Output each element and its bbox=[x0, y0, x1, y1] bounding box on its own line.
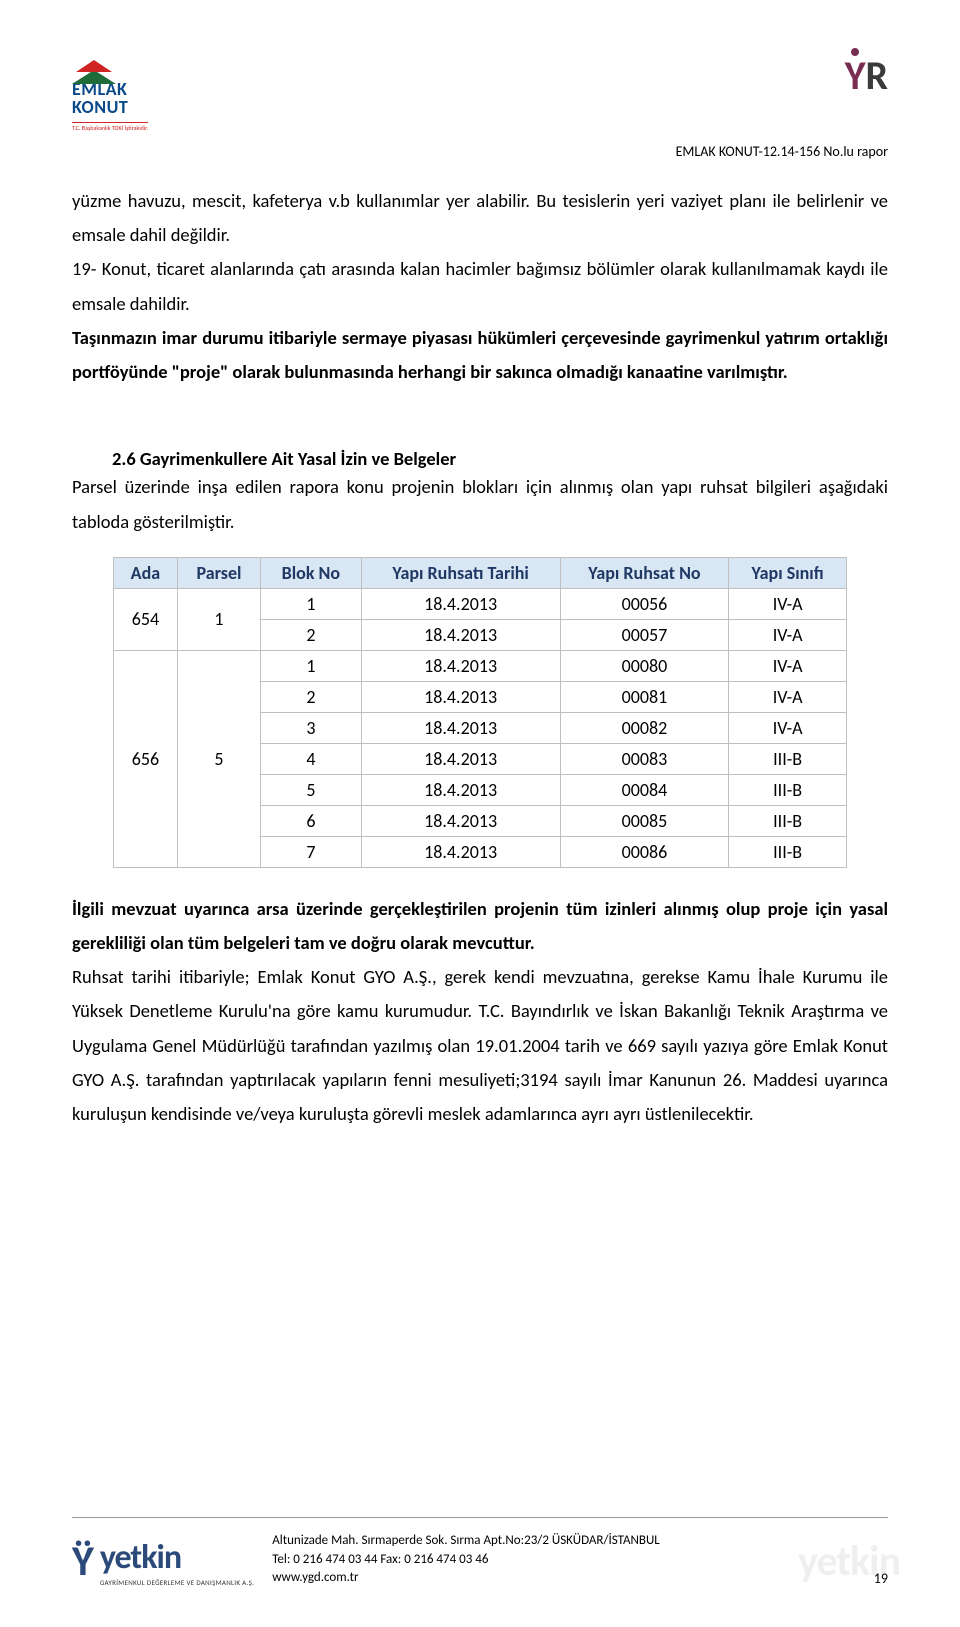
cell-sinif: IV-A bbox=[729, 681, 847, 712]
paragraph-5b: Ruhsat tarihi itibariyle; Emlak Konut GY… bbox=[72, 960, 888, 1131]
footer-contact: Altunizade Mah. Sırmaperde Sok. Sırma Ap… bbox=[272, 1532, 856, 1587]
footer-logo: Ÿ yetkin GAYRİMENKUL DEĞERLEME VE DANIŞM… bbox=[72, 1537, 254, 1587]
cell-sinif: IV-A bbox=[729, 650, 847, 681]
cell-sinif: III-B bbox=[729, 774, 847, 805]
cell-ada: 654 bbox=[114, 588, 178, 650]
cell-sinif: III-B bbox=[729, 805, 847, 836]
cell-tarih: 18.4.2013 bbox=[361, 805, 560, 836]
cell-tarih: 18.4.2013 bbox=[361, 712, 560, 743]
th-parsel: Parsel bbox=[177, 557, 260, 588]
cell-tarih: 18.4.2013 bbox=[361, 774, 560, 805]
cell-ada: 656 bbox=[114, 650, 178, 867]
cell-blok: 5 bbox=[261, 774, 361, 805]
cell-tarih: 18.4.2013 bbox=[361, 619, 560, 650]
cell-no: 00057 bbox=[560, 619, 729, 650]
cell-no: 00086 bbox=[560, 836, 729, 867]
cell-blok: 1 bbox=[261, 650, 361, 681]
cell-no: 00084 bbox=[560, 774, 729, 805]
page-header: EMLAK KONUT T.C. Başbakanlık TOKİ İştira… bbox=[72, 60, 888, 135]
cell-blok: 6 bbox=[261, 805, 361, 836]
paragraph-2: 19- Konut, ticaret alanlarında çatı aras… bbox=[72, 252, 888, 320]
table-row: 6541118.4.201300056IV-A bbox=[114, 588, 847, 619]
footer-web: www.ygd.com.tr bbox=[272, 1569, 856, 1587]
cell-no: 00081 bbox=[560, 681, 729, 712]
cell-tarih: 18.4.2013 bbox=[361, 836, 560, 867]
cell-blok: 3 bbox=[261, 712, 361, 743]
cell-tarih: 18.4.2013 bbox=[361, 743, 560, 774]
cell-no: 00085 bbox=[560, 805, 729, 836]
cell-no: 00056 bbox=[560, 588, 729, 619]
page-number: 19 bbox=[874, 1570, 888, 1587]
permit-table: Ada Parsel Blok No Yapı Ruhsatı Tarihi Y… bbox=[113, 557, 847, 868]
cell-no: 00083 bbox=[560, 743, 729, 774]
th-sinif: Yapı Sınıfı bbox=[729, 557, 847, 588]
page-footer: Ÿ yetkin GAYRİMENKUL DEĞERLEME VE DANIŞM… bbox=[72, 1517, 888, 1587]
logo-yr: YR bbox=[845, 60, 888, 92]
footer-logo-tag: GAYRİMENKUL DEĞERLEME VE DANIŞMANLIK A.Ş… bbox=[100, 1578, 254, 1587]
footer-logo-word: yetkin bbox=[100, 1537, 181, 1578]
cell-blok: 7 bbox=[261, 836, 361, 867]
paragraph-4: Parsel üzerinde inşa edilen rapora konu … bbox=[72, 470, 888, 538]
paragraph-1: yüzme havuzu, mescit, kafeterya v.b kull… bbox=[72, 184, 888, 252]
cell-blok: 4 bbox=[261, 743, 361, 774]
cell-tarih: 18.4.2013 bbox=[361, 681, 560, 712]
logo-text-line2: KONUT bbox=[72, 98, 222, 116]
paragraph-3-bold: Taşınmazın imar durumu itibariyle sermay… bbox=[72, 321, 888, 389]
th-ruhsatno: Yapı Ruhsat No bbox=[560, 557, 729, 588]
cell-sinif: IV-A bbox=[729, 712, 847, 743]
th-ada: Ada bbox=[114, 557, 178, 588]
cell-parsel: 1 bbox=[177, 588, 260, 650]
cell-sinif: III-B bbox=[729, 836, 847, 867]
cell-no: 00082 bbox=[560, 712, 729, 743]
logo-subtext: T.C. Başbakanlık TOKİ İştirakidir. bbox=[72, 122, 148, 132]
th-blokno: Blok No bbox=[261, 557, 361, 588]
cell-parsel: 5 bbox=[177, 650, 260, 867]
cell-sinif: IV-A bbox=[729, 588, 847, 619]
footer-address: Altunizade Mah. Sırmaperde Sok. Sırma Ap… bbox=[272, 1532, 856, 1550]
cell-blok: 2 bbox=[261, 681, 361, 712]
table-header-row: Ada Parsel Blok No Yapı Ruhsatı Tarihi Y… bbox=[114, 557, 847, 588]
section-heading-2-6: 2.6 Gayrimenkullere Ait Yasal İzin ve Be… bbox=[72, 447, 888, 470]
document-body: yüzme havuzu, mescit, kafeterya v.b kull… bbox=[72, 184, 888, 1131]
cell-tarih: 18.4.2013 bbox=[361, 588, 560, 619]
cell-sinif: IV-A bbox=[729, 619, 847, 650]
logo-emlak-konut: EMLAK KONUT T.C. Başbakanlık TOKİ İştira… bbox=[72, 60, 222, 135]
cell-tarih: 18.4.2013 bbox=[361, 650, 560, 681]
footer-tel: Tel: 0 216 474 03 44 Fax: 0 216 474 03 4… bbox=[272, 1551, 856, 1569]
paragraph-5a-bold: İlgili mevzuat uyarınca arsa üzerinde ge… bbox=[72, 892, 888, 960]
cell-blok: 2 bbox=[261, 619, 361, 650]
table-row: 6565118.4.201300080IV-A bbox=[114, 650, 847, 681]
document-id: EMLAK KONUT-12.14-156 No.lu rapor bbox=[72, 143, 888, 160]
cell-sinif: III-B bbox=[729, 743, 847, 774]
cell-no: 00080 bbox=[560, 650, 729, 681]
th-tarih: Yapı Ruhsatı Tarihi bbox=[361, 557, 560, 588]
cell-blok: 1 bbox=[261, 588, 361, 619]
